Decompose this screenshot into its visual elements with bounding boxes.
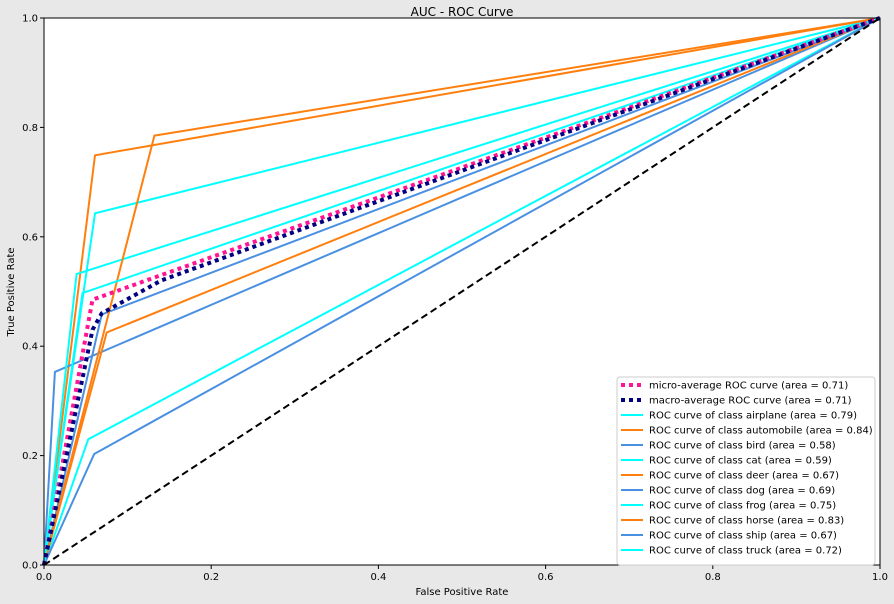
series-line-4	[43, 17, 881, 566]
y-axis-label: True Positive Rate	[6, 247, 17, 337]
legend-entry: ROC curve of class deer (area = 0.67)	[649, 471, 839, 482]
legend-entry: ROC curve of class airplane (area = 0.79…	[649, 411, 857, 422]
legend-entry: micro-average ROC curve (area = 0.71)	[649, 381, 848, 392]
series-line-10	[43, 17, 881, 566]
chart-title: AUC - ROC Curve	[411, 5, 514, 19]
x-tick-label: 0.2	[203, 572, 219, 583]
x-tick-label: 0.6	[538, 572, 554, 583]
y-axis: 0.0 0.2 0.4 0.6 0.8 1.0	[22, 14, 44, 572]
legend-entry: macro-average ROC curve (area = 0.71)	[649, 396, 852, 407]
x-axis-label: False Positive Rate	[416, 587, 509, 598]
legend-entry: ROC curve of class automobile (area = 0.…	[649, 426, 873, 437]
x-axis: 0.0 0.2 0.4 0.6 0.8 1.0	[36, 565, 888, 583]
legend-box	[616, 376, 876, 566]
y-tick-label: 0.2	[22, 451, 38, 462]
series-line-1	[42, 16, 881, 566]
legend-entry: ROC curve of class horse (area = 0.83)	[649, 516, 844, 527]
y-tick-label: 1.0	[22, 14, 38, 25]
x-tick-label: 0.8	[705, 572, 721, 583]
plot-frame	[43, 17, 881, 566]
legend-entry: ROC curve of class bird (area = 0.58)	[649, 441, 836, 452]
series-line-9	[43, 17, 881, 566]
series-line-5	[43, 17, 881, 566]
series-line-3	[43, 17, 881, 566]
legend-entry: ROC curve of class truck (area = 0.72)	[649, 546, 842, 557]
legend-entry: ROC curve of class cat (area = 0.59)	[649, 456, 832, 467]
legend-entry: ROC curve of class frog (area = 0.75)	[649, 501, 836, 512]
legend-entry: ROC curve of class dog (area = 0.69)	[649, 486, 835, 497]
series-layer	[42, 16, 881, 566]
y-tick-label: 0.4	[22, 342, 38, 353]
baseline-diagonal	[43, 17, 881, 566]
x-tick-label: 0.4	[370, 572, 386, 583]
y-tick-label: 0.8	[22, 123, 38, 134]
series-line-11	[43, 17, 881, 566]
legend-entry: ROC curve of class ship (area = 0.67)	[649, 531, 837, 542]
legend: micro-average ROC curve (area = 0.71) mac…	[616, 376, 876, 566]
series-line-8	[43, 17, 881, 566]
y-tick-label: 0.6	[22, 232, 38, 243]
series-line-0	[42, 16, 881, 566]
x-tick-label: 0.0	[36, 572, 52, 583]
y-tick-label: 0.0	[22, 561, 38, 572]
x-tick-label: 1.0	[872, 572, 888, 583]
